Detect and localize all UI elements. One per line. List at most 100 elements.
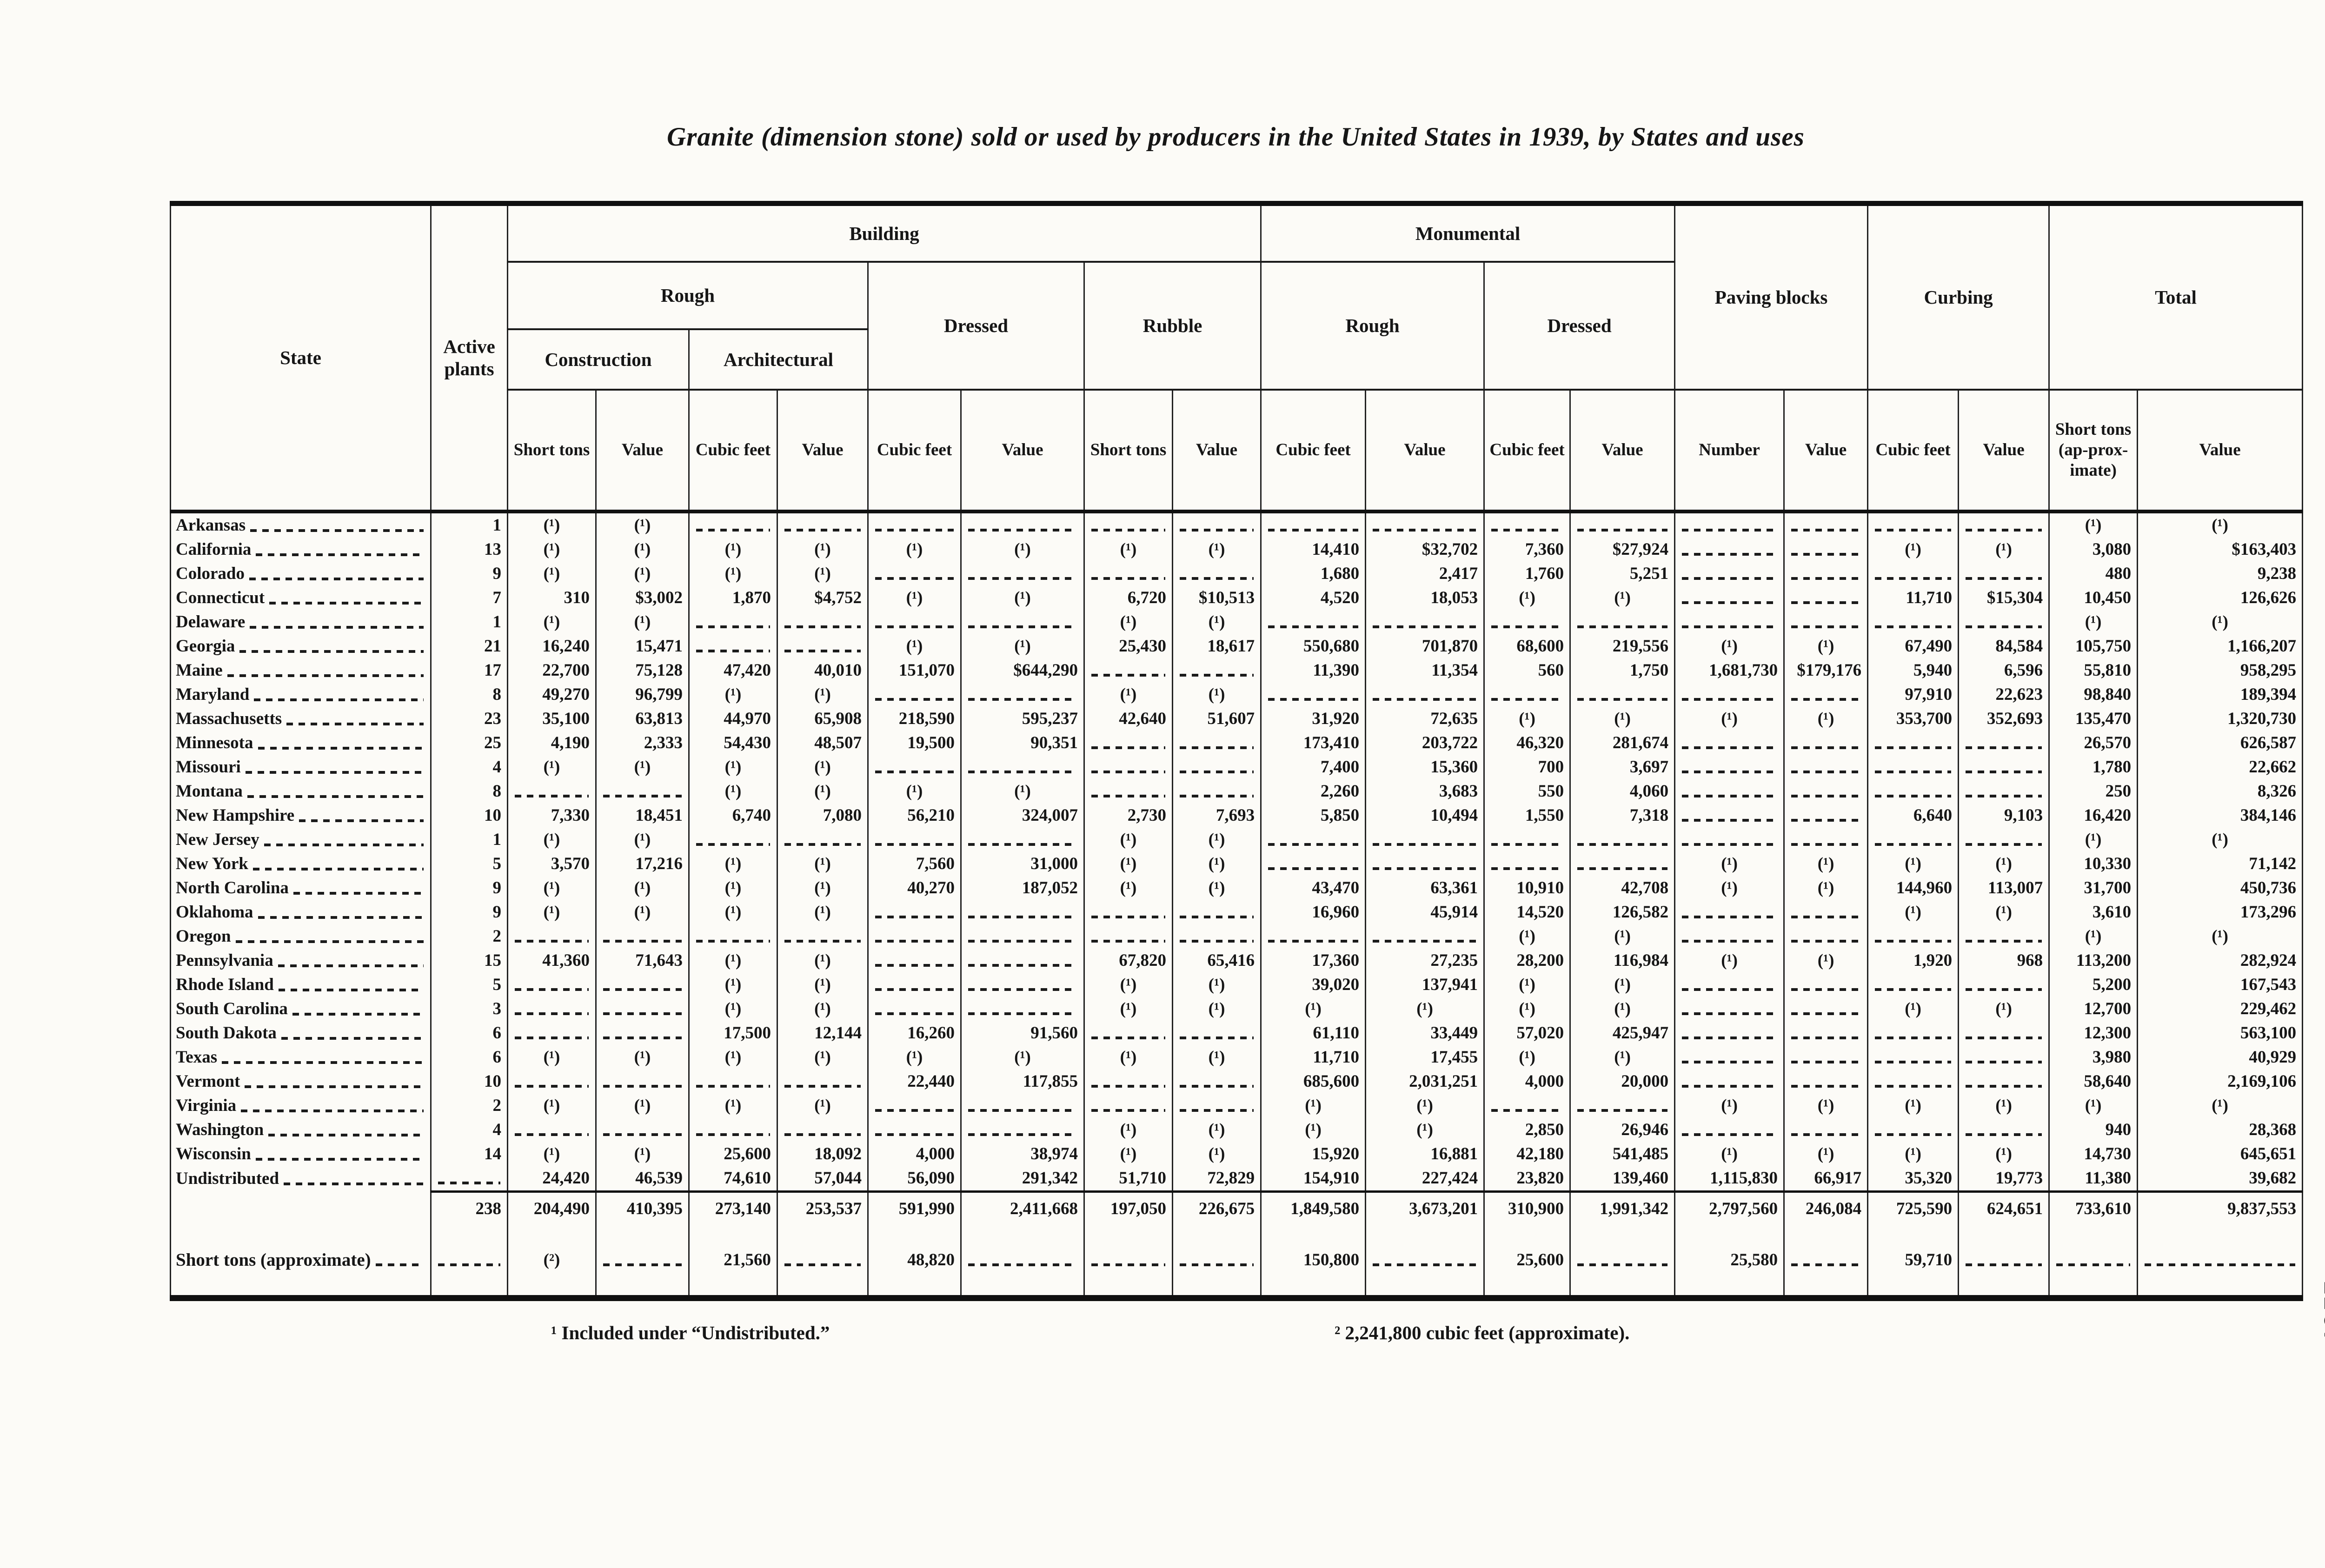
table-cell: 72,635 — [1365, 706, 1485, 731]
table-cell: (¹) — [1569, 924, 1676, 949]
table-cell — [1783, 1045, 1869, 1070]
table-cell: (¹) — [507, 1093, 597, 1118]
table-cell: 14,520 — [1483, 900, 1571, 924]
table-cell — [1674, 731, 1785, 755]
table-cell: 725,590 — [1867, 1190, 1960, 1225]
table-cell: (¹) — [2137, 511, 2304, 538]
table-cell: 56,210 — [867, 803, 962, 828]
table-cell — [777, 1225, 869, 1298]
table-cell — [1674, 682, 1785, 707]
table-cell — [960, 827, 1085, 852]
table-cell: (¹) — [1171, 682, 1262, 707]
table-cell: (¹) — [1783, 876, 1869, 900]
table-cell — [1867, 1021, 1960, 1045]
table-cell — [1783, 1117, 1869, 1142]
table-cell: 7,400 — [1260, 755, 1367, 779]
state-name: Undistributed — [170, 1166, 432, 1191]
table-cell — [960, 1093, 1085, 1118]
table-cell: 5,850 — [1260, 803, 1367, 828]
table-cell — [1483, 1093, 1571, 1118]
table-cell: $15,304 — [1958, 585, 2050, 610]
table-cell — [595, 1117, 690, 1142]
table-cell: 9,103 — [1958, 803, 2050, 828]
table-cell — [1171, 1225, 1262, 1298]
table-cell: 41,360 — [507, 948, 597, 973]
table-cell: (¹) — [688, 1093, 778, 1118]
table-cell: 12,300 — [2048, 1021, 2139, 1045]
unit-header: Number — [1674, 389, 1785, 513]
table-cell — [1958, 1045, 2050, 1070]
table-cell: 126,626 — [2137, 585, 2304, 610]
table-cell — [960, 1225, 1085, 1298]
table-cell: 700 — [1483, 755, 1571, 779]
table-cell: $3,002 — [595, 585, 690, 610]
table-cell: 42,708 — [1569, 876, 1676, 900]
table-cell — [867, 1093, 962, 1118]
table-cell: (¹) — [507, 900, 597, 924]
table-row: Oklahoma 9 (¹) (¹) (¹) (¹) 16,960 45,914 14,520 1… — [170, 900, 2304, 924]
table-cell: 9 — [430, 900, 508, 924]
footnote-1: ¹ Included under “Undistributed.” — [551, 1322, 830, 1343]
table-cell: (¹) — [1483, 585, 1571, 610]
table-cell: 90,351 — [960, 731, 1085, 755]
table-cell — [867, 511, 962, 538]
table-cell: 7,560 — [867, 851, 962, 876]
table-cell: (¹) — [867, 634, 962, 658]
table-cell: (¹) — [688, 972, 778, 997]
table-cell: (¹) — [688, 1045, 778, 1070]
table-cell: (¹) — [777, 1045, 869, 1070]
table-cell: 16,881 — [1365, 1142, 1485, 1166]
table-cell: (¹) — [595, 1093, 690, 1118]
table-cell: 410,395 — [595, 1190, 690, 1225]
table-cell — [1674, 1069, 1785, 1094]
table-cell: 1,920 — [1867, 948, 1960, 973]
table-cell: 167,543 — [2137, 972, 2304, 997]
table-cell: 7,330 — [507, 803, 597, 828]
state-name: Pennsylvania — [170, 948, 432, 973]
table-cell — [1783, 997, 1869, 1021]
table-cell — [1365, 924, 1485, 949]
table-cell: 353,700 — [1867, 706, 1960, 731]
table-cell: (¹) — [1674, 1093, 1785, 1118]
table-cell — [595, 1069, 690, 1094]
table-cell — [1260, 827, 1367, 852]
table-cell: (¹) — [2048, 610, 2139, 634]
table-cell: 117,855 — [960, 1069, 1085, 1094]
table-cell: 425,947 — [1569, 1021, 1676, 1045]
table-cell: (¹) — [1569, 972, 1676, 997]
table-cell: 291,342 — [960, 1166, 1085, 1191]
table-cell: (¹) — [688, 537, 778, 562]
table-cell — [867, 682, 962, 707]
table-cell: 12,144 — [777, 1021, 869, 1045]
table-cell: 25 — [430, 731, 508, 755]
table-cell: 10 — [430, 803, 508, 828]
state-name: Colorado — [170, 561, 432, 586]
table-cell: 24,420 — [507, 1166, 597, 1191]
table-cell — [1958, 1225, 2050, 1298]
table-cell: 23,820 — [1483, 1166, 1571, 1191]
table-cell: 1,780 — [2048, 755, 2139, 779]
table-cell: 51,607 — [1171, 706, 1262, 731]
table-cell — [688, 1069, 778, 1094]
table-cell — [777, 634, 869, 658]
table-cell: 197,050 — [1083, 1190, 1173, 1225]
table-row: 238 204,490 410,395 273,140 253,537 591,990 2,… — [170, 1190, 2304, 1225]
table-cell: 35,320 — [1867, 1166, 1960, 1191]
table-cell — [1171, 779, 1262, 804]
table-cell — [1083, 658, 1173, 683]
table-cell: (¹) — [1171, 876, 1262, 900]
table-row: South Dakota 6 17,500 12,144 16,260 91,560 61,… — [170, 1021, 2304, 1045]
table-cell: 1,680 — [1260, 561, 1367, 586]
table-row: Montana 8 (¹) (¹) (¹) (¹) 2,260 3,683 550 4,060 25… — [170, 779, 2304, 804]
table-cell: (¹) — [507, 610, 597, 634]
table-cell — [1674, 779, 1785, 804]
table-cell: 14 — [430, 1142, 508, 1166]
table-row: California 13 (¹) (¹) (¹) (¹) (¹) (¹) (¹) (¹) 14,4… — [170, 537, 2304, 562]
table-cell: (¹) — [1171, 1117, 1262, 1142]
table-cell: 16,960 — [1260, 900, 1367, 924]
table-cell: (¹) — [1958, 851, 2050, 876]
table-cell: (¹) — [777, 755, 869, 779]
table-row: New York 5 3,570 17,216 (¹) (¹) 7,560 31,000 (¹)… — [170, 851, 2304, 876]
table-cell: 2,411,668 — [960, 1190, 1085, 1225]
